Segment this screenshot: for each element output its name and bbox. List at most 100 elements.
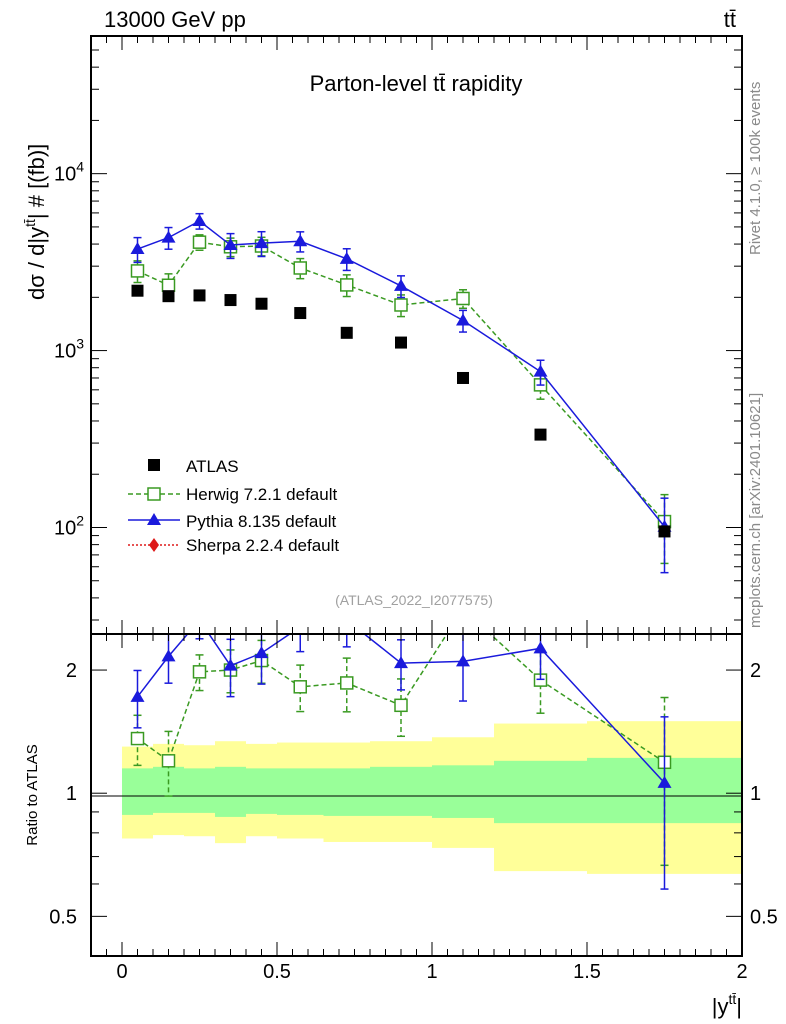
main-pythia-point — [394, 278, 408, 291]
main-pythia-line — [137, 220, 666, 528]
ratio-band-inner — [277, 768, 324, 815]
ratio-pythia-point — [223, 658, 238, 671]
rivet-version-label: Rivet 4.1.0, ≥ 100k events — [747, 82, 764, 255]
main-pythia-point — [161, 230, 176, 243]
main-atlas-point — [131, 284, 144, 297]
main-herwig-point — [394, 298, 408, 312]
ratio-band-inner — [246, 768, 277, 814]
ratio-y-tick-labels: 0.5 0.5 1 1 2 2 — [49, 660, 778, 928]
main-atlas-point — [534, 428, 547, 441]
main-y-tick-label-exp: 2 — [76, 512, 84, 528]
x-axis-label: |ytt̄| — [712, 991, 742, 1019]
ratio-pythia-point — [161, 649, 176, 662]
main-y-tick-label-base: 10 — [54, 517, 76, 539]
ratio-band-inner — [494, 760, 587, 824]
main-atlas-point — [395, 336, 407, 349]
main-pythia-point — [130, 242, 145, 255]
ratio-y-tick-label: 2 — [66, 660, 77, 682]
main-atlas-point — [294, 307, 307, 320]
ratio-herwig-point — [130, 731, 145, 746]
ratio-herwig-point — [293, 680, 307, 694]
main-herwig-point — [161, 278, 176, 293]
main-atlas-point — [658, 525, 671, 538]
main-herwig-point — [192, 235, 207, 249]
main-herwig-point — [340, 278, 354, 292]
ratio-herwig-point — [192, 665, 207, 679]
ratio-y-tick-label-right: 1 — [750, 783, 761, 805]
main-series — [130, 212, 672, 574]
main-title: Parton-level tt̄ rapidity — [310, 71, 523, 96]
ratio-pythia-point — [340, 613, 354, 625]
x-tick-label: 0 — [116, 961, 127, 983]
main-pythia-point — [339, 251, 354, 264]
ratio-pythia-point — [657, 775, 672, 788]
legend: ATLAS Herwig 7.2.1 default Pythia 8.135 … — [128, 457, 339, 555]
ratio-panel: 0.5 0.5 1 1 2 2 0 0.5 1 1.5 2 Ratio to ATLAS |ytt… — [24, 613, 778, 1019]
main-y-axis-label-sup: tt̄ — [22, 219, 38, 227]
ratio-pythia-point — [533, 641, 548, 654]
main-y-axis-label-tail: | # [(fb)] — [24, 144, 49, 219]
legend-herwig-label: Herwig 7.2.1 default — [186, 485, 337, 504]
legend-sherpa-label: Sherpa 2.2.4 default — [186, 536, 339, 555]
main-y-tick-label-exp: 3 — [76, 336, 84, 352]
main-herwig-point — [456, 291, 470, 306]
ratio-herwig-point — [340, 676, 354, 690]
ratio-axis-ticks — [90, 634, 743, 957]
main-pythia-point — [533, 364, 548, 377]
main-pythia-point — [192, 214, 207, 227]
legend-pythia-label: Pythia 8.135 default — [186, 512, 337, 531]
ratio-y-axis-label: Ratio to ATLAS — [24, 744, 41, 845]
legend-atlas-label: ATLAS — [186, 457, 239, 476]
main-y-axis-label: dσ / d|ytt̄| # [(fb)] — [22, 144, 49, 300]
main-atlas-point — [193, 289, 206, 302]
x-tick-labels: 0 0.5 1 1.5 2 — [116, 961, 747, 983]
legend-atlas-marker — [148, 459, 160, 471]
process-label: tt̄ — [724, 7, 736, 32]
x-axis-label-sup: tt̄ — [729, 991, 737, 1007]
ratio-pythia-point — [456, 654, 470, 667]
ratio-herwig-point — [161, 754, 176, 768]
main-y-tick-label: 103 — [54, 336, 84, 363]
watermark-label: (ATLAS_2022_I2077575) — [335, 592, 493, 608]
ratio-series — [130, 613, 672, 890]
main-atlas-point — [162, 290, 175, 303]
main-y-tick-label: 104 — [54, 159, 84, 186]
x-tick-label: 1 — [426, 961, 437, 983]
legend-pythia-marker — [147, 513, 161, 525]
x-tick-label: 0.5 — [263, 961, 291, 983]
ratio-y-tick-label-right: 0.5 — [750, 906, 778, 928]
x-tick-label: 1.5 — [573, 961, 601, 983]
main-y-tick-label: 102 — [54, 512, 84, 539]
main-y-tick-label-exp: 4 — [76, 159, 84, 175]
ratio-band-inner — [184, 768, 215, 813]
main-pythia-point — [223, 238, 238, 251]
main-axis-ticks — [90, 35, 743, 634]
ratio-y-tick-label: 0.5 — [49, 906, 77, 928]
ratio-pythia-point — [394, 656, 408, 669]
x-axis-label-tail: | — [736, 994, 742, 1019]
main-atlas-point — [340, 326, 353, 339]
main-atlas-point — [224, 294, 237, 307]
ratio-pythia-line — [136, 634, 666, 784]
x-tick-label: 2 — [736, 961, 747, 983]
ratio-band-inner — [370, 766, 432, 816]
ratio-band-inner — [215, 766, 246, 817]
main-y-tick-label-base: 10 — [54, 341, 76, 363]
ratio-pythia-point — [254, 646, 269, 659]
ratio-band-inner — [323, 768, 370, 816]
legend-sherpa-marker — [149, 538, 159, 552]
ratio-y-tick-label: 1 — [66, 783, 77, 805]
x-axis-label-main: |y — [712, 994, 729, 1019]
main-y-axis-label-main: dσ / d|y — [24, 227, 49, 300]
collision-label: 13000 GeV pp — [104, 7, 246, 32]
main-y-tick-label-base: 10 — [54, 164, 76, 186]
main-pythia-point — [254, 236, 269, 249]
main-pythia-point — [293, 234, 308, 247]
main-herwig-point — [130, 264, 145, 278]
ratio-herwig-point — [394, 698, 408, 713]
main-pythia-point — [456, 313, 470, 326]
ratio-pythia-point — [293, 620, 307, 632]
main-herwig-point — [293, 261, 307, 275]
ratio-band-inner — [122, 768, 153, 815]
